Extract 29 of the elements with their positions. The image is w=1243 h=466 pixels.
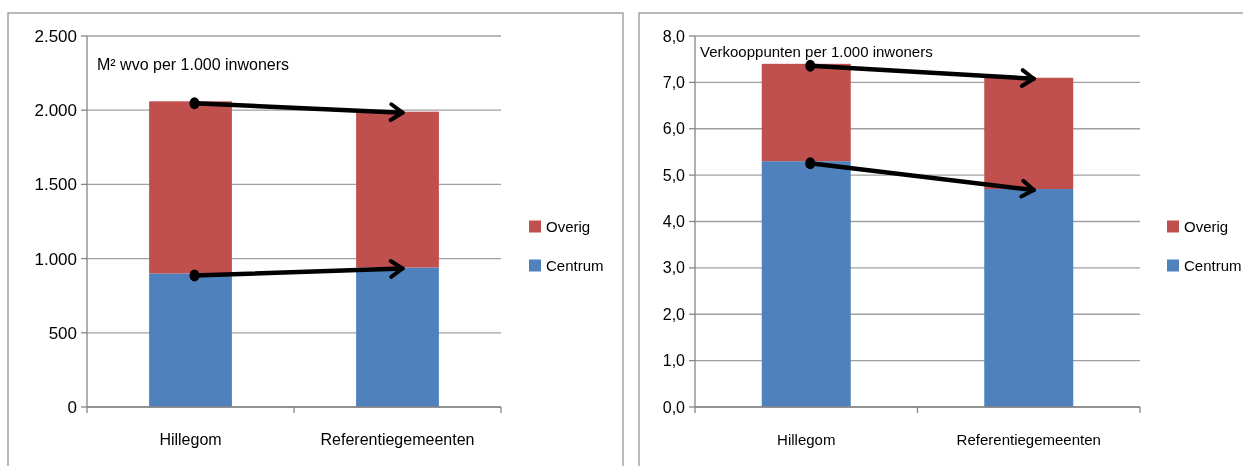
- legend-label: Overig: [546, 217, 591, 235]
- x-tick-label: Referentiegemeenten: [320, 431, 475, 448]
- x-tick-label: Referentiegemeenten: [956, 431, 1101, 448]
- y-axis-title: Verkooppunten per 1.000 inwoners: [700, 43, 933, 60]
- y-tick-label: 0: [67, 397, 77, 417]
- y-tick-label: 500: [48, 323, 77, 343]
- x-tick-label: Hillegom: [777, 431, 836, 448]
- y-tick-label: 3,0: [662, 259, 686, 277]
- bar: [149, 273, 232, 407]
- y-tick-label: 0,0: [662, 398, 686, 416]
- y-axis-title: M² wvo per 1.000 inwoners: [97, 56, 290, 73]
- y-tick-label: 2,0: [662, 305, 686, 323]
- y-tick-label: 4,0: [662, 213, 686, 231]
- bar: [761, 63, 851, 162]
- y-tick-label: 1.000: [34, 249, 77, 269]
- y-tick-label: 6,0: [662, 120, 686, 138]
- legend-label: Overig: [1184, 217, 1229, 235]
- bar: [149, 101, 232, 274]
- y-tick-label: 2.000: [34, 101, 77, 121]
- y-tick-label: 1.500: [34, 175, 77, 195]
- y-tick-label: 1,0: [662, 352, 686, 370]
- y-tick-label: 8,0: [662, 27, 686, 45]
- y-tick-label: 7,0: [662, 73, 686, 91]
- legend-label: Centrum: [546, 256, 604, 274]
- legend-label: Centrum: [1184, 256, 1242, 274]
- y-tick-label: 2.500: [34, 26, 77, 46]
- y-tick-label: 5,0: [662, 166, 686, 184]
- bar: [761, 161, 851, 407]
- x-tick-label: Hillegom: [159, 431, 222, 448]
